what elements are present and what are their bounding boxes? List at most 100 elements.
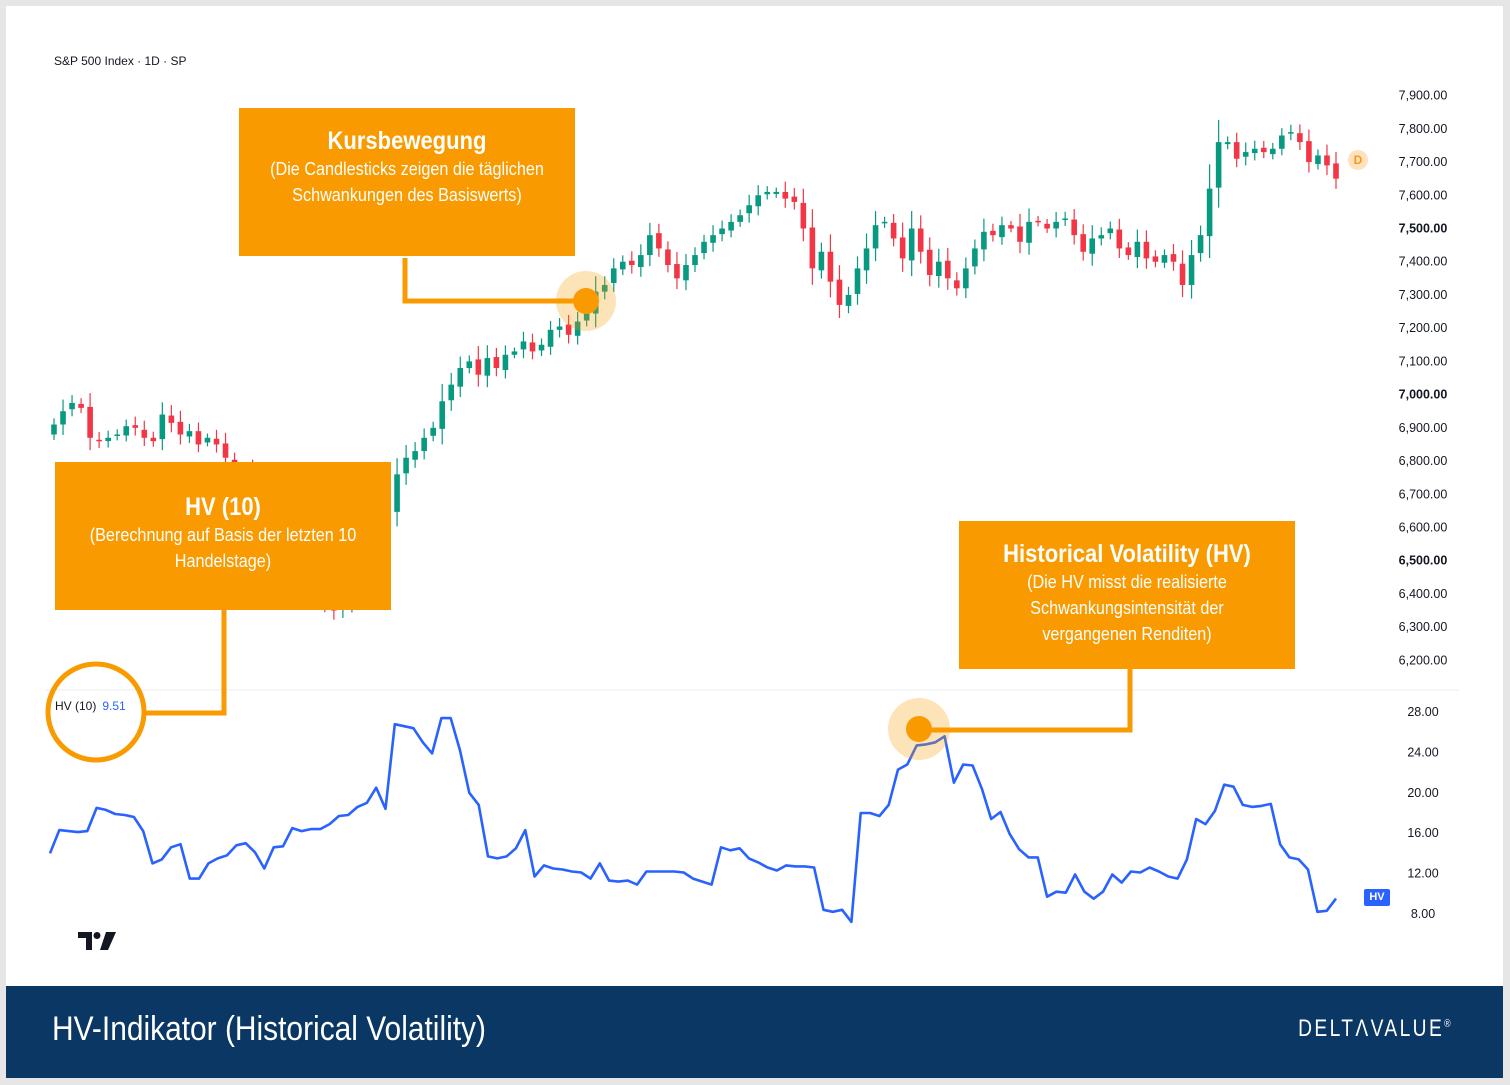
price-tick-label: 6,400.00: [1399, 587, 1448, 601]
candle-body: [403, 457, 409, 474]
chart-frame: 7,900.00 7,800.00 7,700.00 7,600.00 7,500.00…: [6, 6, 1503, 1078]
candle: [556, 318, 563, 338]
hv-line: [48, 716, 1338, 924]
candle: [917, 215, 924, 264]
candle-body: [502, 354, 509, 371]
candle-body: [1089, 238, 1096, 254]
candle: [412, 442, 418, 468]
chart-canvas: 7,900.00 7,800.00 7,700.00 7,600.00 7,500.00…: [45, 89, 1459, 924]
candle: [141, 420, 148, 446]
candle: [475, 346, 482, 387]
candle: [213, 429, 220, 453]
candle-body: [908, 228, 915, 261]
dividend-badge[interactable]: D: [1348, 150, 1368, 170]
candle-body: [177, 421, 184, 435]
candle-body: [511, 351, 518, 355]
candle: [818, 242, 825, 279]
candle: [1242, 142, 1249, 166]
candle: [204, 433, 211, 447]
candle: [195, 422, 202, 453]
candle: [674, 252, 680, 290]
candle: [520, 331, 527, 359]
candle: [159, 402, 166, 451]
candle-body: [1143, 241, 1150, 259]
candle-body: [1279, 135, 1285, 149]
price-tick-label: 7,400.00: [1399, 255, 1448, 269]
callout-hv-title: Historical Volatility (HV): [1003, 540, 1251, 568]
candle-body: [1161, 255, 1168, 263]
candle: [421, 428, 427, 460]
candle-body: [719, 228, 725, 235]
highlight-ring-hv10: [45, 661, 147, 763]
candle-body: [638, 255, 644, 268]
candle: [1143, 230, 1150, 269]
candle: [1306, 129, 1312, 173]
candle: [692, 247, 698, 273]
price-tick-label: 6,300.00: [1399, 620, 1448, 634]
candle: [547, 320, 554, 355]
candle: [51, 418, 57, 441]
candle: [719, 220, 725, 242]
candle-body: [836, 279, 843, 305]
candle-body: [439, 401, 446, 429]
candle-body: [610, 268, 617, 283]
candle: [1080, 224, 1087, 261]
candle: [863, 233, 870, 284]
brand-registered-mark: ®: [1444, 1018, 1451, 1030]
candle-body: [475, 359, 482, 375]
hv-legend[interactable]: HV (10) 9.51: [55, 699, 126, 713]
candle: [944, 247, 951, 290]
candle: [1224, 136, 1231, 150]
candle-body: [1008, 225, 1014, 229]
callout-kursbewegung: Kursbewegung (Die Candlesticks zeigen di…: [239, 108, 575, 256]
candle: [1107, 221, 1114, 240]
price-tick-label: 7,100.00: [1399, 354, 1448, 368]
candle-body: [1071, 219, 1077, 236]
candle-body: [872, 225, 879, 249]
candle-body: [493, 357, 500, 369]
brand-name: DELTΛVALUE: [1298, 1015, 1445, 1042]
candle: [439, 383, 446, 445]
candle-body: [863, 248, 870, 271]
candle: [683, 254, 689, 291]
candle: [809, 209, 816, 285]
hv-tick-label: 28.00: [1407, 705, 1438, 719]
candle-body: [574, 321, 581, 336]
candle-body: [1125, 247, 1132, 256]
candle-body: [213, 438, 220, 445]
candle: [403, 444, 409, 485]
candle: [1062, 211, 1068, 226]
candle: [1017, 213, 1023, 254]
candle-body: [1233, 142, 1240, 159]
hv-legend-label: HV (10): [55, 699, 97, 713]
candle: [448, 372, 455, 411]
hv-tick-label: 16.00: [1407, 826, 1438, 840]
candle: [1270, 142, 1276, 160]
candle-body: [1260, 147, 1267, 153]
candle-body: [538, 344, 545, 351]
tradingview-logo-icon: [78, 932, 116, 950]
price-tick-label: 7,900.00: [1399, 89, 1448, 103]
candle: [746, 194, 752, 223]
candle-body: [565, 324, 572, 335]
candle-body: [737, 215, 743, 222]
brand-logo: DELTΛVALUE®: [1298, 1015, 1451, 1043]
candle-body: [899, 237, 906, 259]
candle-body: [701, 241, 707, 254]
candle: [1288, 124, 1294, 141]
candle: [665, 241, 671, 273]
candle: [1324, 144, 1330, 176]
candle-body: [186, 431, 193, 437]
candle: [1260, 140, 1267, 159]
candle-body: [809, 227, 816, 269]
symbol-title[interactable]: S&P 500 Index · 1D · SP: [54, 54, 187, 68]
callout-hv10-title: HV (10): [185, 493, 261, 521]
candle-body: [1324, 155, 1330, 166]
price-tick-label: 6,700.00: [1399, 487, 1448, 501]
candle-body: [827, 251, 834, 282]
candle-body: [629, 260, 635, 266]
candle-body: [791, 196, 798, 202]
candle: [222, 432, 229, 468]
candle-body: [132, 425, 139, 428]
candle: [502, 345, 509, 379]
